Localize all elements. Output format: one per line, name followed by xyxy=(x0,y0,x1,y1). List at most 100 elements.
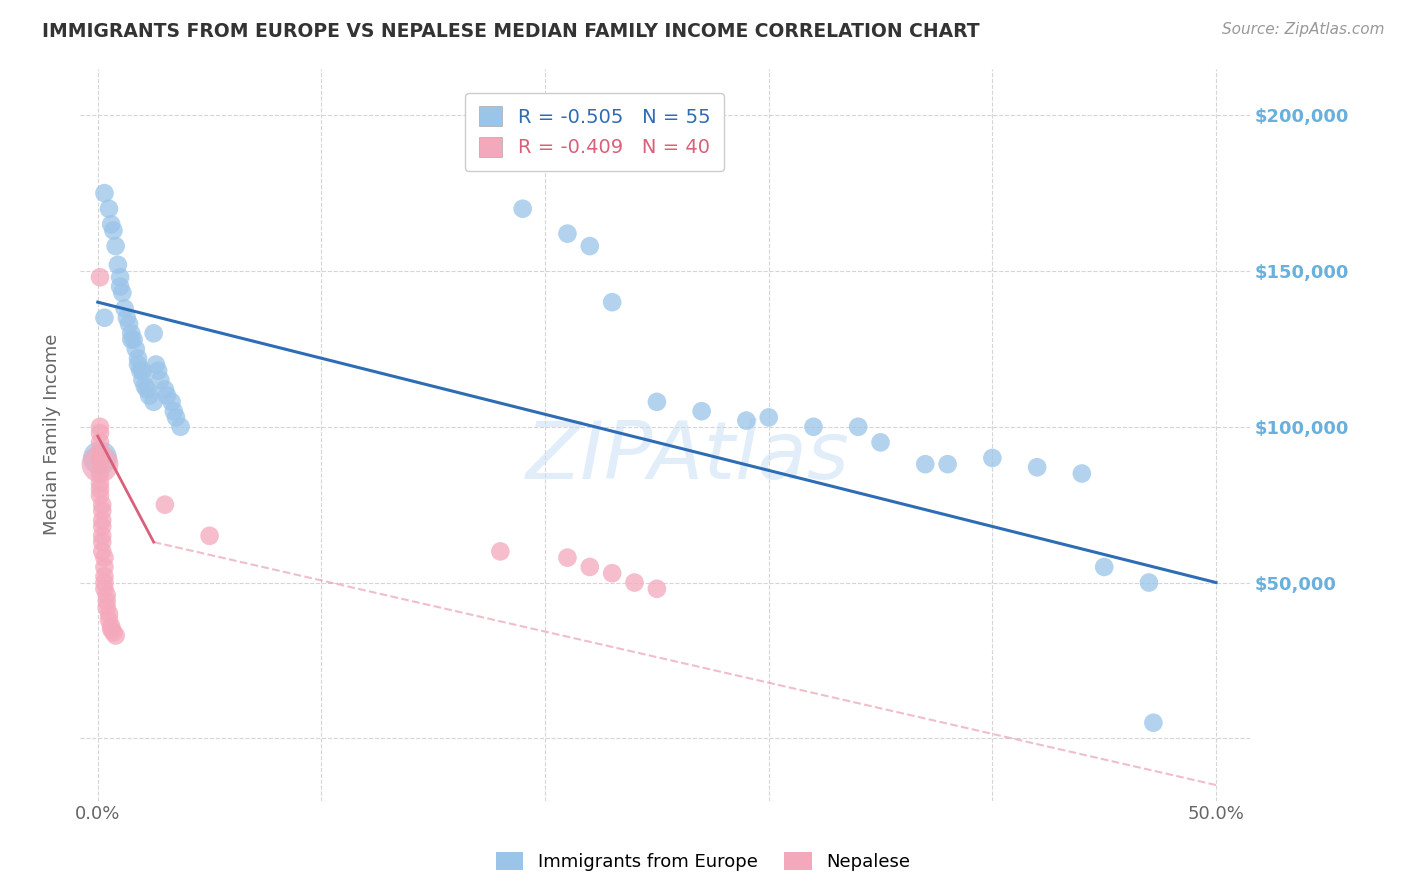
Point xyxy=(111,285,134,300)
Point xyxy=(600,295,623,310)
Point xyxy=(103,223,125,237)
Point xyxy=(91,529,114,543)
Point xyxy=(600,566,623,581)
Point xyxy=(89,435,111,450)
Point xyxy=(91,513,114,527)
Point xyxy=(89,444,111,458)
Text: IMMIGRANTS FROM EUROPE VS NEPALESE MEDIAN FAMILY INCOME CORRELATION CHART: IMMIGRANTS FROM EUROPE VS NEPALESE MEDIA… xyxy=(42,22,980,41)
Point xyxy=(169,419,191,434)
Point xyxy=(89,482,111,496)
Point xyxy=(142,326,165,341)
Point xyxy=(97,607,120,621)
Point xyxy=(100,619,122,633)
Point xyxy=(645,395,668,409)
Point xyxy=(89,457,111,471)
Point xyxy=(153,498,176,512)
Point xyxy=(489,544,512,558)
Point xyxy=(104,239,127,253)
Point xyxy=(89,425,111,440)
Point xyxy=(153,383,176,397)
Point xyxy=(122,333,145,347)
Point xyxy=(115,310,138,325)
Point xyxy=(138,389,160,403)
Point xyxy=(93,186,115,201)
Point xyxy=(93,560,115,574)
Point xyxy=(93,569,115,583)
Point xyxy=(981,450,1004,465)
Point xyxy=(803,419,825,434)
Point xyxy=(100,622,122,636)
Point xyxy=(96,588,118,602)
Point xyxy=(623,575,645,590)
Point xyxy=(129,364,152,378)
Point xyxy=(89,457,111,471)
Point xyxy=(914,457,936,471)
Point xyxy=(1070,467,1092,481)
Point xyxy=(160,395,183,409)
Point xyxy=(93,310,115,325)
Point xyxy=(512,202,534,216)
Point xyxy=(846,419,869,434)
Point xyxy=(198,529,221,543)
Legend: Immigrants from Europe, Nepalese: Immigrants from Europe, Nepalese xyxy=(489,845,917,879)
Point xyxy=(120,326,142,341)
Text: Source: ZipAtlas.com: Source: ZipAtlas.com xyxy=(1222,22,1385,37)
Point xyxy=(91,504,114,518)
Point xyxy=(146,364,169,378)
Point xyxy=(114,301,136,316)
Point xyxy=(163,404,186,418)
Point xyxy=(1092,560,1115,574)
Point xyxy=(100,217,122,231)
Point xyxy=(936,457,959,471)
Point xyxy=(91,498,114,512)
Point xyxy=(578,239,600,253)
Point xyxy=(96,600,118,615)
Point xyxy=(1137,575,1160,590)
Point xyxy=(557,550,579,565)
Point xyxy=(108,279,131,293)
Point xyxy=(645,582,668,596)
Point xyxy=(690,404,713,418)
Point xyxy=(91,544,114,558)
Text: ZIPAtlas: ZIPAtlas xyxy=(526,417,851,496)
Point xyxy=(758,410,780,425)
Point xyxy=(118,317,141,331)
Point xyxy=(89,270,111,285)
Point xyxy=(557,227,579,241)
Point xyxy=(127,351,149,366)
Point xyxy=(1142,715,1164,730)
Point xyxy=(131,364,153,378)
Point xyxy=(89,450,111,465)
Point xyxy=(89,488,111,502)
Point xyxy=(578,560,600,574)
Point xyxy=(131,373,153,387)
Point xyxy=(97,613,120,627)
Point xyxy=(1026,460,1049,475)
Point xyxy=(104,628,127,642)
Point xyxy=(93,582,115,596)
Point xyxy=(89,450,111,465)
Point xyxy=(107,258,129,272)
Point xyxy=(149,373,172,387)
Point xyxy=(127,358,149,372)
Point xyxy=(91,535,114,549)
Point xyxy=(93,575,115,590)
Point xyxy=(165,410,187,425)
Point xyxy=(108,270,131,285)
Point xyxy=(136,383,159,397)
Point xyxy=(134,379,156,393)
Point xyxy=(91,519,114,533)
Point xyxy=(89,419,111,434)
Point xyxy=(120,333,142,347)
Point xyxy=(97,202,120,216)
Point xyxy=(96,594,118,608)
Point xyxy=(89,475,111,490)
Point xyxy=(145,358,167,372)
Point xyxy=(869,435,891,450)
Legend: R = -0.505   N = 55, R = -0.409   N = 40: R = -0.505 N = 55, R = -0.409 N = 40 xyxy=(465,93,724,171)
Point xyxy=(142,395,165,409)
Point xyxy=(93,550,115,565)
Point xyxy=(125,342,148,356)
Y-axis label: Median Family Income: Median Family Income xyxy=(44,334,60,535)
Point xyxy=(156,389,179,403)
